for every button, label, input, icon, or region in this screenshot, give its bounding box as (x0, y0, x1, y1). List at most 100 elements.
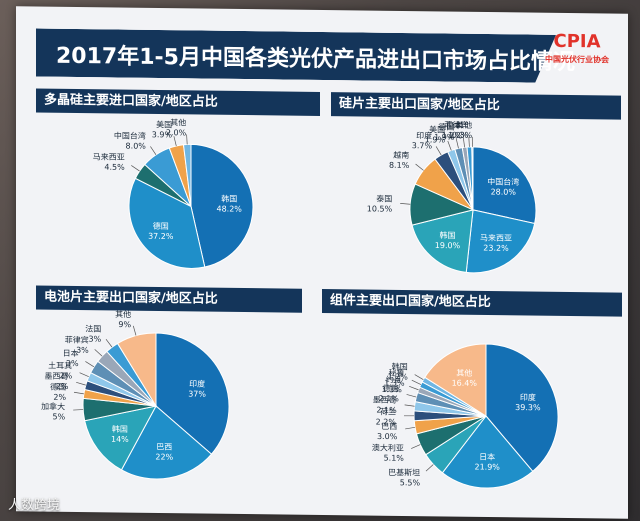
pie-slice (84, 405, 157, 471)
slice-value: 22% (155, 452, 173, 461)
slice-value: 3.7% (412, 141, 433, 150)
slice-label: 法国 (85, 324, 101, 334)
slice-label: 德国 (50, 382, 66, 392)
slice-value: 2% (53, 393, 66, 402)
slice-label: 日本 (63, 348, 79, 358)
slice-label: 墨西哥 (45, 372, 69, 381)
slice-value: 1.2% (448, 131, 469, 140)
pie-slice (128, 177, 206, 269)
slice-label: 印度 (189, 378, 205, 388)
slice-label: 荷兰 (380, 407, 396, 417)
slice-value: 28.0% (491, 187, 517, 196)
slice-value: 14% (111, 435, 129, 444)
slice-value: 1.3% (381, 385, 402, 394)
slice-value: 5.5% (400, 478, 421, 487)
leader-line (406, 394, 417, 398)
leader-line (409, 385, 419, 391)
pie-slice (485, 343, 559, 473)
leader-line (73, 391, 84, 395)
pie-slice (182, 143, 192, 207)
leader-line (173, 136, 177, 147)
leader-line (462, 137, 465, 148)
leader-line (73, 409, 84, 411)
slice-value: 21.9% (474, 462, 500, 471)
slice-label: 约旦 (386, 374, 402, 384)
slice-value: 4.5% (104, 163, 125, 172)
slice-value: 5.1% (384, 454, 405, 463)
slice-label: 巴西 (381, 422, 397, 431)
slice-label: 其他 (456, 368, 472, 378)
slice-label: 韩国 (392, 361, 408, 371)
slice-value: 23.2% (483, 244, 509, 253)
leader-line (447, 140, 452, 151)
watermark: 人数跨境 (8, 498, 61, 513)
pie-slice (472, 146, 537, 225)
slice-label: 印度 (416, 130, 432, 140)
leader-line (400, 203, 411, 205)
presentation-slide: 2017年1-5月中国各类光伏产品进出口市场占比情况 CPIA 中国光伏行业协会… (16, 6, 628, 519)
slice-value: 8.1% (389, 161, 410, 170)
slice-label: 德国 (153, 221, 169, 231)
slice-label: 马来西亚 (93, 152, 125, 161)
leader-line (455, 138, 459, 149)
slice-label: 美国 (156, 119, 172, 129)
slice-label: 日本 (446, 120, 462, 130)
slice-value: 2.1% (376, 406, 397, 415)
slice-value: 16.4% (452, 379, 478, 388)
pie-slice (465, 209, 536, 274)
slice-value: 2% (59, 371, 72, 380)
leader-line (404, 404, 415, 407)
leader-line (425, 464, 434, 472)
slice-value: 3.9% (152, 130, 173, 139)
leader-line (411, 379, 422, 385)
leader-line (131, 165, 140, 172)
slice-value: 0.3% (452, 131, 473, 140)
slice-value: 2.2% (376, 417, 397, 426)
slice-label: 其他 (456, 120, 472, 130)
leader-line (414, 374, 424, 380)
slice-label: 美国 (429, 124, 445, 134)
leader-line (435, 146, 442, 156)
slice-label: 菲律宾 (444, 120, 468, 130)
slice-label: 韩国 (221, 193, 237, 203)
pie-slice (441, 415, 534, 489)
slice-label: 韩国 (112, 424, 128, 434)
slice-label: 越南 (393, 150, 409, 160)
slice-label: 巴西 (156, 442, 172, 451)
slice-value: 1.9% (425, 135, 446, 144)
slice-label: 印度 (520, 392, 536, 402)
leader-line (76, 381, 86, 386)
leader-line (79, 372, 89, 377)
pie-slice (120, 405, 213, 480)
slice-value: 2% (56, 382, 69, 391)
slice-label: 中国台湾 (114, 130, 146, 140)
slice-value: 3.0% (377, 432, 398, 441)
slice-label: 德国 (383, 383, 399, 393)
slice-value: 1.2% (387, 372, 408, 381)
pie-slice (424, 343, 487, 417)
slice-label: 马来西亚 (480, 234, 512, 243)
slice-label: 澳大利亚 (372, 442, 404, 452)
slice-value: 2.0% (166, 128, 187, 137)
slice-value: 37% (188, 389, 206, 398)
slice-label: 德国 (438, 122, 454, 132)
slice-value: 3% (76, 346, 89, 355)
slice-value: 3% (66, 359, 79, 368)
leader-line (85, 361, 95, 368)
slice-value: 1.2% (442, 131, 463, 140)
slice-label: 中国台湾 (487, 176, 519, 186)
slice-value: 48.2% (216, 204, 242, 213)
slice-value: 5% (52, 412, 65, 421)
slice-value: 1.9% (434, 133, 455, 142)
slice-label: 墨西哥 (373, 396, 397, 405)
leader-line (132, 325, 137, 336)
pie-charts-canvas: 韩国48.2%德国37.2%马来西亚4.5%中国台湾8.0%美国3.9%其他2.… (41, 117, 559, 489)
leader-line (415, 163, 424, 171)
slice-value: 37.2% (148, 232, 174, 241)
slice-label: 土耳其 (48, 360, 72, 370)
pie-slice (411, 209, 474, 273)
slice-label: 韩国 (440, 230, 456, 240)
slice-value: 19.0% (435, 241, 461, 250)
pie-slice (471, 146, 474, 210)
leader-line (186, 134, 188, 145)
